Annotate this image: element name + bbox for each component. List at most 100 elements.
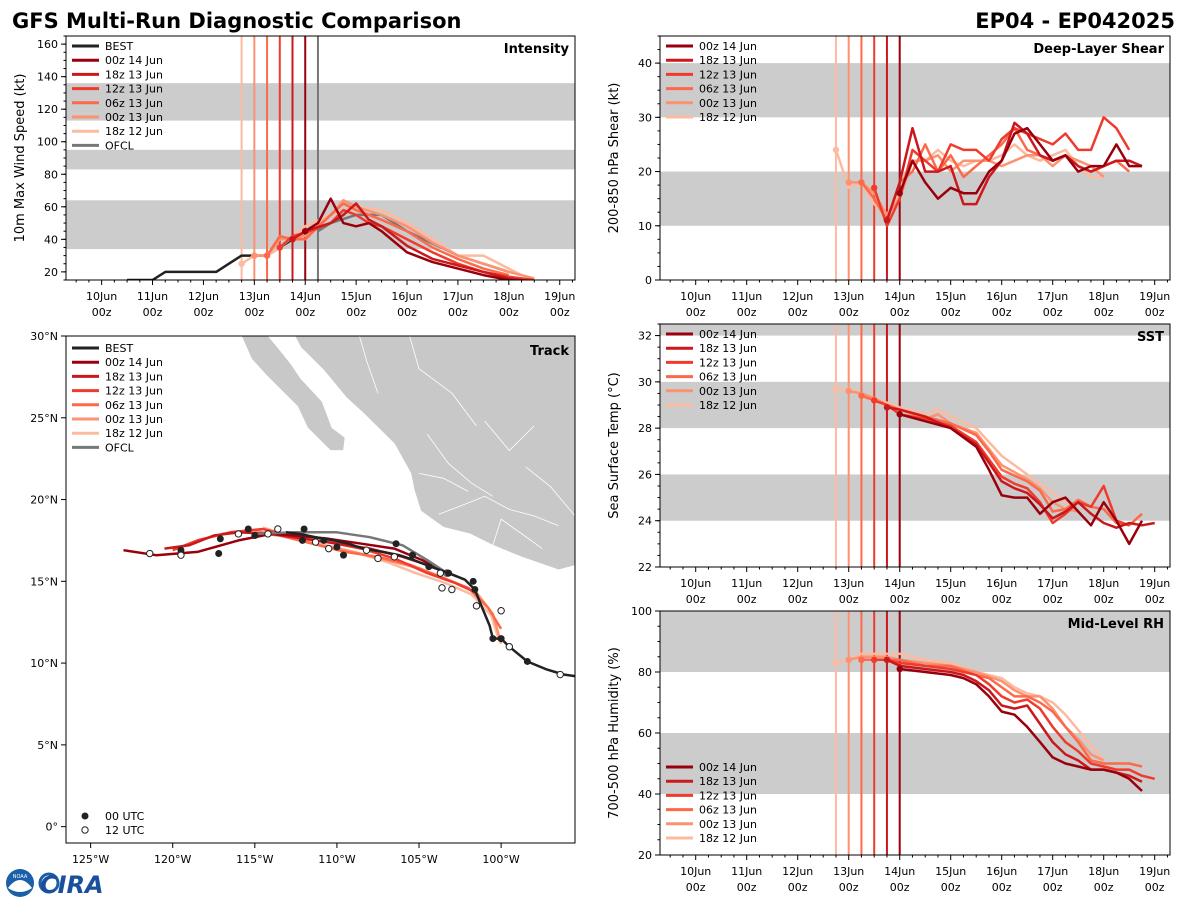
- marker-00utc: [469, 577, 477, 585]
- band: [660, 733, 1170, 794]
- series-line: [898, 126, 1142, 200]
- x-tick-label: 19Jun: [1139, 290, 1170, 303]
- x-tick-sublabel: 00z: [737, 881, 757, 894]
- panel-intensity: 20 40 60 80 100 120 140 160 10Jun 00z 11Jun 00z 12Ju…: [13, 35, 576, 319]
- legend-label: 06z 13 Jun: [699, 371, 757, 384]
- x-tick-label: 120°W: [154, 853, 191, 866]
- x-tick-label: 14Jun: [884, 577, 915, 590]
- x-tick-label: 18Jun: [1088, 865, 1119, 878]
- x-tick-label: 16Jun: [986, 290, 1017, 303]
- x-tick-sublabel: 00z: [941, 881, 961, 894]
- x-tick-label: 10Jun: [86, 290, 117, 303]
- legend-label: 00z 14 Jun: [699, 40, 757, 53]
- state-border: [359, 336, 379, 394]
- x-tick-sublabel: 00z: [1043, 881, 1063, 894]
- x-tick-sublabel: 00z: [839, 593, 859, 606]
- series-start-marker: [832, 659, 840, 667]
- series-start-marker: [896, 411, 903, 418]
- y-tick-label: 32: [638, 330, 652, 343]
- x-tick-label: 19Jun: [1139, 577, 1170, 590]
- x-tick-sublabel: 00z: [890, 593, 910, 606]
- x-tick-sublabel: 00z: [1145, 306, 1165, 319]
- legend-label: 12z 13 Jun: [105, 83, 163, 96]
- y-tick-label: 0: [645, 274, 652, 287]
- state-border: [409, 336, 477, 427]
- band: [660, 171, 1170, 226]
- x-tick-label: 11Jun: [137, 290, 168, 303]
- x-tick-sublabel: 00z: [448, 306, 468, 319]
- panel-rh: 20 40 60 80 100 10Jun 00z 11Jun 00z 12Jun 00z 13Jun…: [607, 605, 1171, 894]
- y-tick-label: 30: [638, 376, 652, 389]
- y-tick-label: 20: [638, 849, 652, 862]
- cira-logo-text: CIRA: [40, 871, 104, 899]
- legend-label: 00z 14 Jun: [105, 54, 163, 67]
- x-tick-sublabel: 00z: [1145, 593, 1165, 606]
- x-tick-label: 18Jun: [1088, 290, 1119, 303]
- marker-00utc: [445, 569, 453, 577]
- plot-frame: [65, 335, 576, 844]
- x-tick-sublabel: 00z: [890, 881, 910, 894]
- legend-marker-12utc: [81, 826, 89, 834]
- legend-label: 18z 13 Jun: [699, 54, 757, 67]
- y-tick-label: 100: [631, 605, 652, 618]
- series-start-marker: [238, 260, 245, 267]
- x-tick-sublabel: 00z: [941, 306, 961, 319]
- x-tick-label: 12Jun: [188, 290, 219, 303]
- state-border: [426, 433, 494, 497]
- x-tick-label: 16Jun: [986, 577, 1017, 590]
- legend-label: 06z 13 Jun: [699, 83, 757, 96]
- state-border: [525, 466, 575, 517]
- legend-label: 18z 13 Jun: [105, 370, 163, 383]
- marker-00utc: [497, 635, 505, 643]
- band: [660, 324, 1170, 336]
- marker-00utc: [298, 536, 306, 544]
- cira-globe-icon: [38, 872, 60, 894]
- series-start-marker: [858, 656, 865, 663]
- y-tick-label: 80: [638, 666, 652, 679]
- y-tick-label: 40: [638, 57, 652, 70]
- marker-12utc: [274, 525, 282, 533]
- marker-00utc: [333, 543, 341, 551]
- y-tick-label: 60: [638, 727, 652, 740]
- legend-label: 12z 13 Jun: [105, 385, 163, 398]
- y-axis-label: 10m Max Wind Speed (kt): [13, 74, 28, 243]
- series-start-marker: [871, 656, 878, 663]
- marker-00utc: [339, 551, 347, 559]
- marker-12utc: [448, 585, 456, 594]
- x-tick-label: 17Jun: [1037, 865, 1068, 878]
- series-line: [873, 399, 1130, 527]
- x-tick-sublabel: 00z: [550, 306, 570, 319]
- legend-label: 00z 13 Jun: [699, 97, 757, 110]
- marker-12utc: [505, 643, 514, 651]
- marker-12utc: [311, 538, 320, 546]
- y-axis-label: 700-500 hPa Humidity (%): [607, 647, 622, 819]
- marker-00utc: [408, 551, 416, 559]
- x-tick-label: 17Jun: [1037, 577, 1068, 590]
- x-tick-label: 15Jun: [935, 865, 966, 878]
- x-tick-label: 12Jun: [782, 577, 813, 590]
- series-start-marker: [845, 179, 852, 186]
- legend-label: BEST: [105, 40, 133, 53]
- series-line: [899, 413, 1144, 546]
- x-tick-sublabel: 00z: [295, 306, 315, 319]
- x-tick-sublabel: 00z: [992, 306, 1012, 319]
- series-start-marker: [302, 228, 309, 235]
- series-start-marker: [289, 236, 296, 243]
- x-tick-sublabel: 00z: [1094, 306, 1114, 319]
- x-tick-label: 13Jun: [833, 290, 864, 303]
- marker-12utc: [390, 553, 399, 561]
- x-tick-sublabel: 00z: [686, 306, 706, 319]
- x-tick-label: 105°W: [400, 853, 437, 866]
- x-tick-sublabel: 00z: [1043, 593, 1063, 606]
- y-tick-label: 25°N: [30, 412, 58, 425]
- band: [660, 381, 1170, 429]
- legend-label: 00z 14 Jun: [699, 761, 757, 774]
- series-start-marker: [883, 656, 891, 663]
- x-tick-sublabel: 00z: [194, 306, 214, 319]
- legend-label: 06z 13 Jun: [699, 804, 757, 817]
- y-tick-label: 140: [37, 71, 58, 84]
- marker-00utc: [216, 535, 224, 543]
- legend-label: 06z 13 Jun: [105, 97, 163, 110]
